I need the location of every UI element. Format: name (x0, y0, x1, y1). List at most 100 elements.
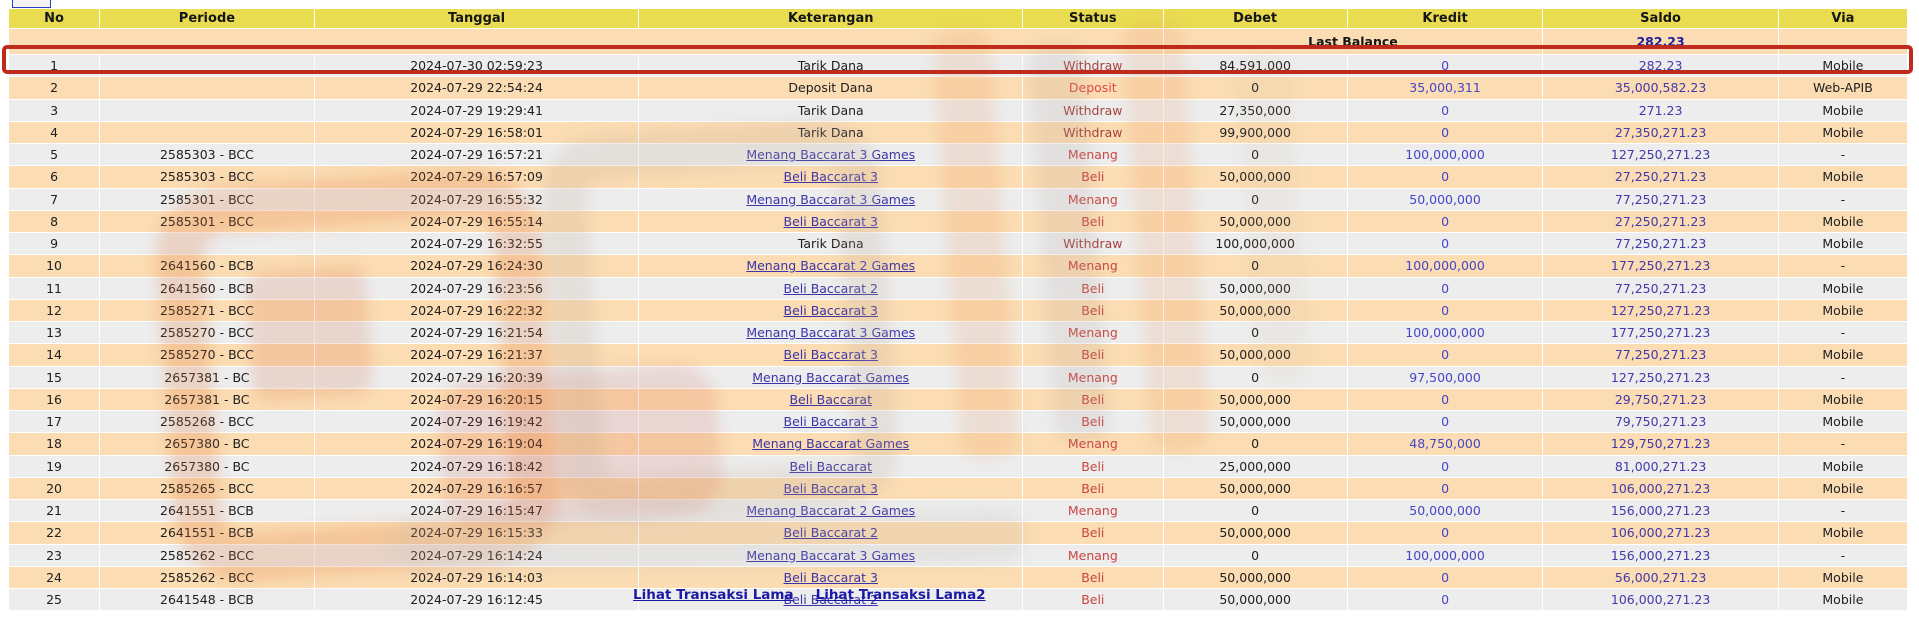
cell-status: Withdraw (1022, 120, 1164, 145)
cell-kredit: 100,000,000 (1346, 254, 1544, 278)
cell-kredit: 0 (1346, 98, 1544, 122)
keterangan-link[interactable]: Menang Baccarat 3 Games (746, 147, 916, 163)
cell-debet: 25,000,000 (1162, 454, 1348, 478)
cell-no: 9 (7, 231, 101, 256)
cell-status: Withdraw (1022, 53, 1164, 78)
cell-status: Beli (1022, 476, 1164, 501)
cell-tanggal: 2024-07-30 02:59:23 (313, 53, 640, 78)
keterangan-link[interactable]: Beli Baccarat 2 (783, 592, 878, 608)
cell-no: 10 (7, 254, 101, 278)
cell-tanggal: 2024-07-29 16:57:21 (313, 142, 640, 167)
keterangan-link[interactable]: Menang Baccarat 3 Games (746, 547, 916, 563)
cell-via: Mobile (1777, 120, 1909, 145)
cell-kredit: 50,000,000 (1346, 187, 1544, 211)
cell-via: Mobile (1777, 231, 1909, 256)
keterangan-link[interactable]: Menang Baccarat 3 Games (746, 191, 916, 207)
cell-saldo: 29,750,271.23 (1542, 387, 1779, 412)
table-row: 4 2024-07-29 16:58:01 Tarik Dana Withdraw 99… (7, 120, 1909, 145)
cell-periode: 2641560 - BCB (99, 276, 315, 300)
cell-tanggal: 2024-07-29 16:14:03 (313, 565, 640, 590)
cell-via: Mobile (1777, 476, 1909, 501)
cell-debet: 50,000,000 (1162, 587, 1348, 612)
cell-debet: 0 (1162, 76, 1348, 100)
cell-debet: 0 (1162, 498, 1348, 523)
cell-periode: 2585301 - BCC (99, 209, 315, 234)
keterangan-link[interactable]: Beli Baccarat 3 (783, 347, 878, 363)
last-balance-via-empty (1777, 28, 1909, 55)
cell-tanggal: 2024-07-29 16:20:15 (313, 387, 640, 412)
cell-saldo: 77,250,271.23 (1542, 187, 1779, 211)
cell-no: 23 (7, 543, 101, 567)
keterangan-link[interactable]: Beli Baccarat 3 (783, 569, 878, 585)
keterangan-link[interactable]: Beli Baccarat 3 (783, 302, 878, 318)
table-row: 17 2585268 - BCC 2024-07-29 16:19:42 Beli B… (7, 409, 1909, 434)
keterangan-link[interactable]: Menang Baccarat 2 Games (746, 258, 916, 274)
cell-kredit: 0 (1346, 165, 1544, 189)
keterangan-link[interactable]: Beli Baccarat (789, 458, 872, 474)
cell-status: Menang (1022, 320, 1164, 345)
cell-keterangan: Menang Baccarat 2 Games (638, 498, 1024, 523)
footer-link-lihat-transaksi-lama2[interactable]: Lihat Transaksi Lama2 (815, 587, 986, 603)
table-row: 5 2585303 - BCC 2024-07-29 16:57:21 Menang … (7, 142, 1909, 167)
cell-no: 11 (7, 276, 101, 300)
keterangan-link[interactable]: Menang Baccarat Games (752, 369, 910, 385)
footer-link-lihat-transaksi-lama[interactable]: Lihat Transaksi Lama (633, 587, 794, 603)
cell-keterangan: Menang Baccarat Games (638, 432, 1024, 456)
cell-via: - (1777, 432, 1909, 456)
cell-no: 19 (7, 454, 101, 478)
cell-keterangan: Beli Baccarat 3 (638, 165, 1024, 189)
cell-via: - (1777, 254, 1909, 278)
cell-no: 4 (7, 120, 101, 145)
cell-status: Beli (1022, 276, 1164, 300)
cell-kredit: 0 (1346, 120, 1544, 145)
cell-keterangan: Beli Baccarat (638, 454, 1024, 478)
cell-status: Beli (1022, 409, 1164, 434)
keterangan-link[interactable]: Beli Baccarat 3 (783, 169, 878, 185)
cell-periode: 2641551 - BCB (99, 521, 315, 545)
cell-via: - (1777, 320, 1909, 345)
cell-periode (99, 98, 315, 122)
keterangan-link[interactable]: Beli Baccarat 3 (783, 480, 878, 496)
cell-via: - (1777, 498, 1909, 523)
keterangan-link[interactable]: Beli Baccarat 2 (783, 280, 878, 296)
cell-tanggal: 2024-07-29 16:23:56 (313, 276, 640, 300)
cell-debet: 50,000,000 (1162, 521, 1348, 545)
cell-keterangan: Beli Baccarat (638, 387, 1024, 412)
column-header-tanggal: Tanggal (313, 8, 640, 29)
cell-tanggal: 2024-07-29 16:58:01 (313, 120, 640, 145)
cell-no: 5 (7, 142, 101, 167)
cell-periode: 2657380 - BC (99, 432, 315, 456)
keterangan-link[interactable]: Menang Baccarat Games (752, 436, 910, 452)
last-balance-value[interactable]: 282.23 (1542, 28, 1779, 55)
cell-periode: 2585303 - BCC (99, 142, 315, 167)
cell-tanggal: 2024-07-29 16:55:32 (313, 187, 640, 211)
column-header-keterangan: Keterangan (638, 8, 1024, 29)
keterangan-link[interactable]: Menang Baccarat 3 Games (746, 325, 916, 341)
cell-via: - (1777, 142, 1909, 167)
table-row: 24 2585262 - BCC 2024-07-29 16:14:03 Beli B… (7, 565, 1909, 590)
cell-keterangan: Menang Baccarat 3 Games (638, 187, 1024, 211)
cell-kredit: 0 (1346, 387, 1544, 412)
cell-debet: 50,000,000 (1162, 409, 1348, 434)
cell-saldo: 27,250,271.23 (1542, 165, 1779, 189)
cell-saldo: 129,750,271.23 (1542, 432, 1779, 456)
cell-keterangan: Menang Baccarat 3 Games (638, 320, 1024, 345)
keterangan-link[interactable]: Menang Baccarat 2 Games (746, 503, 916, 519)
table-row: 7 2585301 - BCC 2024-07-29 16:55:32 Menang … (7, 187, 1909, 211)
cell-debet: 50,000,000 (1162, 387, 1348, 412)
table-row: 2 2024-07-29 22:54:24 Deposit Dana Deposit 0… (7, 76, 1909, 100)
cell-keterangan: Deposit Dana (638, 76, 1024, 100)
cell-debet: 0 (1162, 187, 1348, 211)
cell-via: Mobile (1777, 98, 1909, 122)
cell-via: Mobile (1777, 343, 1909, 367)
cell-debet: 99,900,000 (1162, 120, 1348, 145)
cell-saldo: 77,250,271.23 (1542, 276, 1779, 300)
keterangan-link[interactable]: Beli Baccarat (789, 391, 872, 407)
keterangan-link[interactable]: Beli Baccarat 2 (783, 525, 878, 541)
cell-via: Mobile (1777, 587, 1909, 612)
keterangan-link[interactable]: Beli Baccarat 3 (783, 213, 878, 229)
cutoff-top-control[interactable] (12, 0, 51, 8)
table-row: 18 2657380 - BC 2024-07-29 16:19:04 Menang … (7, 432, 1909, 456)
keterangan-link[interactable]: Beli Baccarat 3 (783, 414, 878, 430)
cell-kredit: 0 (1346, 476, 1544, 501)
